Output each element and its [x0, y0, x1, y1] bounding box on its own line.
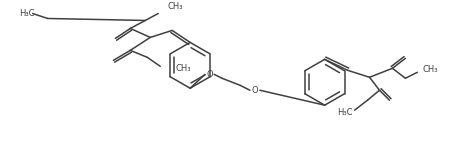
Text: CH₃: CH₃ — [175, 64, 190, 73]
Text: H₃C: H₃C — [19, 9, 34, 18]
Text: CH₃: CH₃ — [167, 3, 182, 12]
Text: O: O — [206, 70, 213, 79]
Text: O: O — [251, 86, 258, 95]
Text: CH₃: CH₃ — [421, 65, 437, 74]
Text: H₃C: H₃C — [336, 108, 351, 117]
